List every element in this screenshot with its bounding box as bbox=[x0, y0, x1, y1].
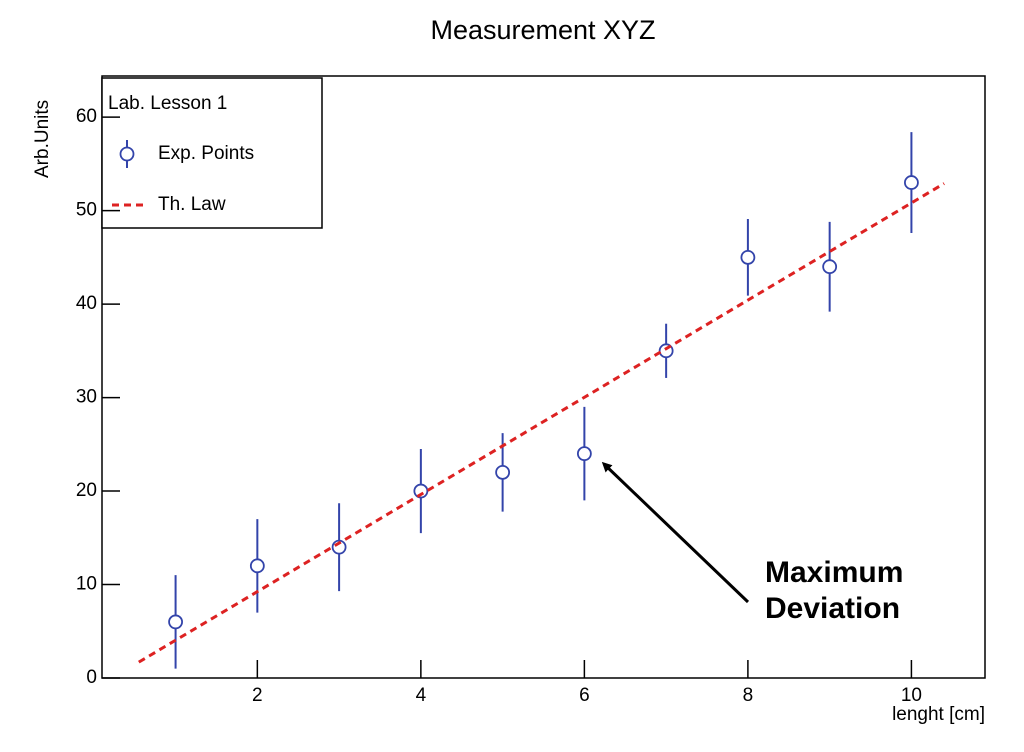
chart-title: Measurement XYZ bbox=[430, 15, 655, 45]
data-point bbox=[904, 175, 919, 190]
x-tick-label: 10 bbox=[901, 685, 922, 706]
legend-title: Lab. Lesson 1 bbox=[108, 93, 227, 114]
annotation-line: Maximum bbox=[765, 556, 903, 589]
legend-swatch bbox=[119, 146, 135, 162]
x-tick-label: 2 bbox=[252, 685, 263, 706]
y-tick-label: 20 bbox=[76, 480, 97, 501]
data-point bbox=[740, 249, 756, 265]
data-point bbox=[822, 259, 838, 275]
legend-label: Th. Law bbox=[158, 194, 226, 215]
x-tick-label: 6 bbox=[579, 685, 590, 706]
annotation-arrow bbox=[601, 461, 750, 604]
data-point bbox=[495, 464, 511, 480]
legend-label: Exp. Points bbox=[158, 143, 254, 164]
annotation-line: Deviation bbox=[765, 592, 900, 625]
data-point bbox=[249, 558, 265, 574]
data-point bbox=[576, 446, 592, 462]
y-axis-label: Arb.Units bbox=[32, 100, 53, 178]
y-tick-label: 30 bbox=[76, 387, 97, 408]
legend: Lab. Lesson 1 Exp. Points Th. Law bbox=[101, 77, 323, 229]
y-tick-label: 60 bbox=[76, 106, 97, 127]
x-axis-label: lenght [cm] bbox=[892, 704, 985, 725]
y-tick-label: 0 bbox=[86, 667, 97, 688]
y-tick-label: 10 bbox=[76, 574, 97, 595]
y-tick-label: 40 bbox=[76, 293, 97, 314]
y-tick-label: 50 bbox=[76, 200, 97, 221]
data-point bbox=[168, 614, 183, 630]
plot-frame bbox=[101, 75, 986, 679]
theory-line bbox=[138, 182, 945, 664]
data-point bbox=[413, 483, 429, 499]
legend-box bbox=[101, 77, 323, 229]
x-tick-label: 8 bbox=[743, 685, 754, 706]
x-tick-label: 4 bbox=[416, 685, 427, 706]
